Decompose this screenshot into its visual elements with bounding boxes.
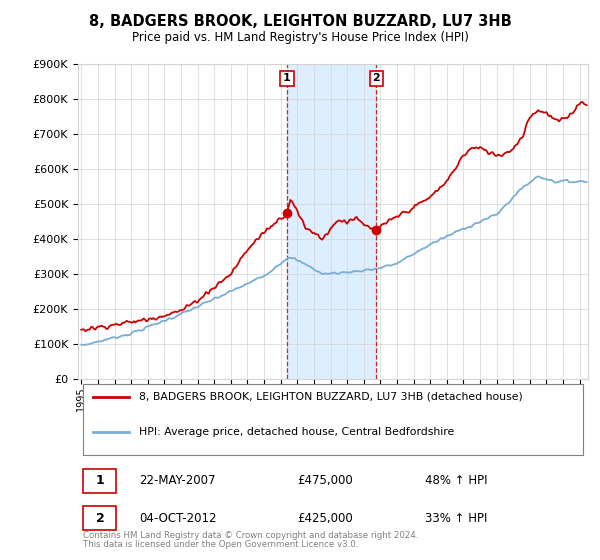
Text: 04-OCT-2012: 04-OCT-2012 [139,512,217,525]
Text: 8, BADGERS BROOK, LEIGHTON BUZZARD, LU7 3HB (detached house): 8, BADGERS BROOK, LEIGHTON BUZZARD, LU7 … [139,391,523,402]
Text: 8, BADGERS BROOK, LEIGHTON BUZZARD, LU7 3HB: 8, BADGERS BROOK, LEIGHTON BUZZARD, LU7 … [89,14,511,29]
Text: Price paid vs. HM Land Registry's House Price Index (HPI): Price paid vs. HM Land Registry's House … [131,31,469,44]
Text: 33% ↑ HPI: 33% ↑ HPI [425,512,487,525]
Text: 2: 2 [373,73,380,83]
Bar [287,64,376,379]
Text: £425,000: £425,000 [297,512,353,525]
Text: 22-MAY-2007: 22-MAY-2007 [139,474,216,487]
FancyBboxPatch shape [83,384,583,455]
Text: 1: 1 [283,73,291,83]
FancyBboxPatch shape [83,469,116,493]
Text: 48% ↑ HPI: 48% ↑ HPI [425,474,487,487]
Text: This data is licensed under the Open Government Licence v3.0.: This data is licensed under the Open Gov… [83,540,358,549]
Text: 2: 2 [95,512,104,525]
Text: £475,000: £475,000 [297,474,353,487]
FancyBboxPatch shape [83,506,116,530]
Text: HPI: Average price, detached house, Central Bedfordshire: HPI: Average price, detached house, Cent… [139,427,454,437]
Text: 1: 1 [95,474,104,487]
Text: Contains HM Land Registry data © Crown copyright and database right 2024.: Contains HM Land Registry data © Crown c… [83,531,419,540]
